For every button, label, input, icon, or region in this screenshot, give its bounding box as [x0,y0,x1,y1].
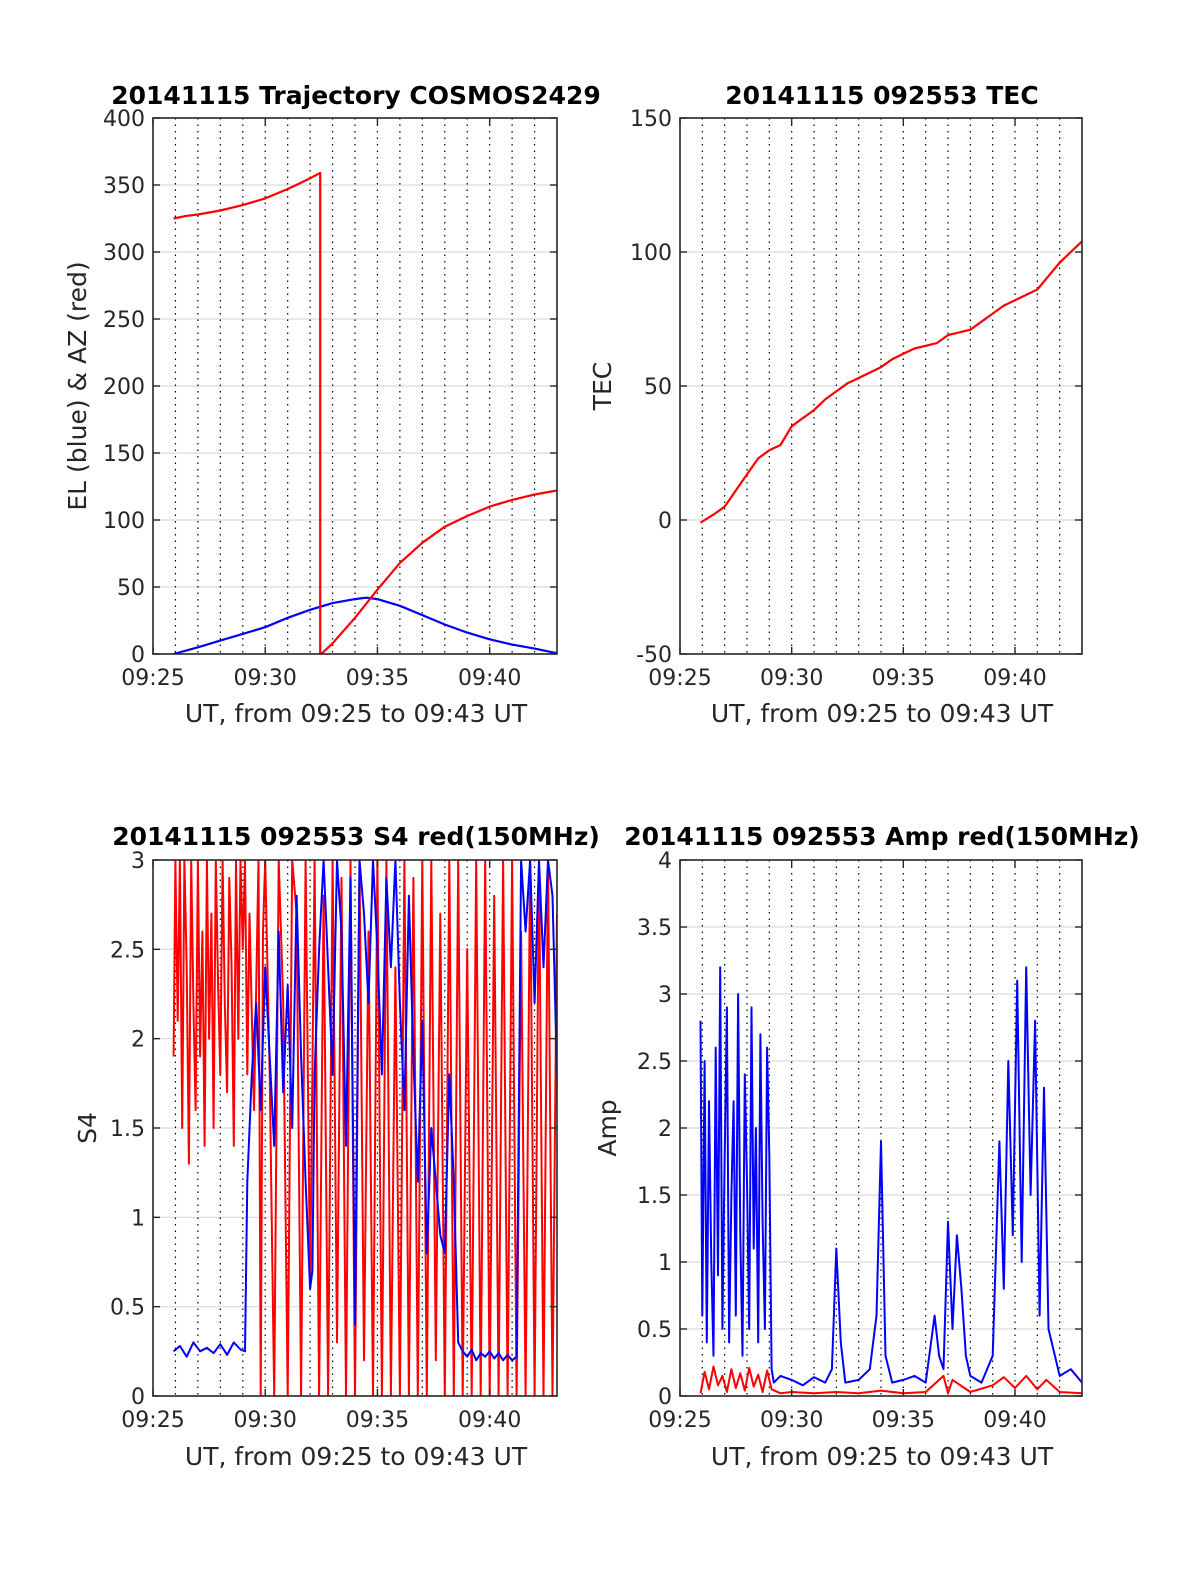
trajectory-ytick-label: 350 [103,174,145,199]
amp-ytick-label: 0.5 [637,1318,672,1343]
tec-title: 20141115 092553 TEC [725,81,1038,110]
amp-ytick-label: 1 [658,1251,672,1276]
tec-ytick-label: 50 [644,375,672,400]
trajectory-ytick-label: 100 [103,509,145,534]
amp-series-line-amp_blue [699,966,1082,1387]
s4-xtick-label: 09:30 [234,1408,297,1433]
s4-ytick-label: 1.5 [110,1117,145,1142]
trajectory-ytick-label: 150 [103,442,145,467]
trajectory-xtick-label: 09:35 [346,666,409,691]
amp-ytick-label: 1.5 [637,1184,672,1209]
trajectory-series-line-el [173,596,557,654]
trajectory-ytick-label: 50 [117,576,145,601]
s4-series-group [172,860,557,1396]
s4-xtick-label: 09:40 [458,1408,521,1433]
tec-xtick-label: 09:35 [872,666,935,691]
trajectory-ytick-label: 300 [103,241,145,266]
amp-panel: 20141115 092553 Amp red(150MHz) UT, from… [593,822,1140,1471]
tec-ytick-label: 100 [630,241,672,266]
trajectory-panel: 20141115 Trajectory COSMOS2429 UT, from … [63,81,601,728]
s4-ytick-label: 0.5 [110,1296,145,1321]
s4-ytick-label: 1 [131,1206,145,1231]
s4-xlabel: UT, from 09:25 to 09:43 UT [185,1442,528,1471]
tec-ytick-label: 0 [658,509,672,534]
s4-ytick-label: 2 [131,1028,145,1053]
amp-xtick-label: 09:35 [872,1408,935,1433]
trajectory-title: 20141115 Trajectory COSMOS2429 [111,81,601,110]
amp-xlabel: UT, from 09:25 to 09:43 UT [711,1442,1054,1471]
trajectory-xtick-label: 09:25 [121,666,184,691]
amp-ytick-label: 2.5 [637,1050,672,1075]
tec-ylabel: TEC [588,362,617,412]
trajectory-ylabel: EL (blue) & AZ (red) [63,261,92,510]
trajectory-series-group [173,171,557,654]
tec-series-group [699,240,1082,524]
tec-xtick-label: 09:25 [648,666,711,691]
s4-ylabel: S4 [73,1112,102,1144]
trajectory-ytick-label: 0 [131,643,145,668]
tec-ytick-label: -50 [636,643,672,668]
s4-ytick-label: 3 [131,849,145,874]
tec-xtick-label: 09:40 [983,666,1046,691]
s4-ytick-label: 0 [131,1385,145,1410]
trajectory-ytick-label: 200 [103,375,145,400]
amp-ytick-label: 4 [658,849,672,874]
s4-ytick-label: 2.5 [110,938,145,963]
tec-panel: 20141115 092553 TEC UT, from 09:25 to 09… [588,81,1083,728]
trajectory-ytick-label: 250 [103,308,145,333]
amp-ytick-label: 0 [658,1385,672,1410]
amp-xtick-label: 09:40 [983,1408,1046,1433]
amp-xtick-label: 09:30 [760,1408,823,1433]
trajectory-series-line-az [173,171,557,654]
tec-xtick-label: 09:30 [760,666,823,691]
trajectory-xlabel: UT, from 09:25 to 09:43 UT [185,699,528,728]
s4-panel: 20141115 092553 S4 red(150MHz) UT, from … [73,822,600,1471]
s4-series-line-s4_blue [172,860,557,1362]
amp-ytick-label: 2 [658,1117,672,1142]
trajectory-xtick-label: 09:30 [234,666,297,691]
tec-series-line-tec [699,240,1082,524]
trajectory-xtick-label: 09:40 [458,666,521,691]
amp-ylabel: Amp [593,1099,622,1156]
trajectory-ytick-label: 400 [103,107,145,132]
s4-series-line-s4_red [172,860,557,1396]
s4-title: 20141115 092553 S4 red(150MHz) [112,822,600,851]
tec-xlabel: UT, from 09:25 to 09:43 UT [711,699,1054,728]
s4-xtick-label: 09:35 [346,1408,409,1433]
tec-ytick-label: 150 [630,107,672,132]
amp-title: 20141115 092553 Amp red(150MHz) [624,822,1140,851]
amp-ytick-label: 3.5 [637,916,672,941]
amp-xtick-label: 09:25 [648,1408,711,1433]
s4-xtick-label: 09:25 [121,1408,184,1433]
amp-ytick-label: 3 [658,983,672,1008]
